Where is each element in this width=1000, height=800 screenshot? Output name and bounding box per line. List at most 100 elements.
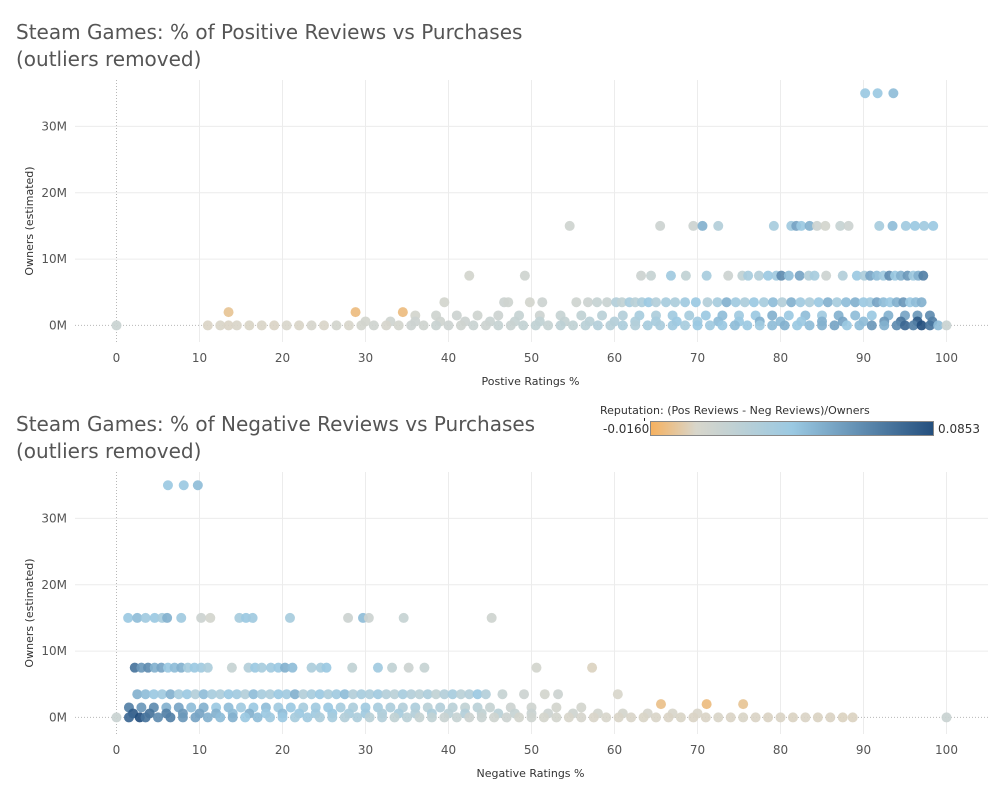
data-point[interactable] xyxy=(592,297,603,308)
data-point[interactable] xyxy=(646,270,657,281)
data-point[interactable] xyxy=(602,297,613,308)
data-point[interactable] xyxy=(439,712,450,723)
data-point[interactable] xyxy=(850,297,861,308)
data-point[interactable] xyxy=(804,320,815,331)
data-point[interactable] xyxy=(252,712,263,723)
data-point[interactable] xyxy=(393,320,404,331)
data-point[interactable] xyxy=(941,320,952,331)
data-point[interactable] xyxy=(140,689,151,700)
data-point[interactable] xyxy=(385,702,396,713)
data-point[interactable] xyxy=(847,712,858,723)
data-point[interactable] xyxy=(289,712,300,723)
data-point[interactable] xyxy=(343,320,354,331)
data-point[interactable] xyxy=(553,689,564,700)
data-point[interactable] xyxy=(675,712,686,723)
data-point[interactable] xyxy=(205,612,216,623)
data-point[interactable] xyxy=(680,297,691,308)
data-point[interactable] xyxy=(768,297,779,308)
data-point[interactable] xyxy=(398,612,409,623)
data-point[interactable] xyxy=(372,662,383,673)
data-point[interactable] xyxy=(841,320,852,331)
data-point[interactable] xyxy=(605,320,616,331)
data-point[interactable] xyxy=(206,689,217,700)
color-legend[interactable]: Reputation: (Pos Reviews - Neg Reviews)/… xyxy=(600,404,990,440)
data-point[interactable] xyxy=(908,320,919,331)
data-point[interactable] xyxy=(402,712,412,723)
data-point[interactable] xyxy=(196,612,207,623)
data-point[interactable] xyxy=(588,712,599,723)
data-point[interactable] xyxy=(236,702,246,713)
data-point[interactable] xyxy=(768,220,779,231)
data-point[interactable] xyxy=(723,270,734,281)
data-point[interactable] xyxy=(866,320,877,331)
data-point[interactable] xyxy=(713,712,724,723)
data-point[interactable] xyxy=(348,689,359,700)
data-point[interactable] xyxy=(306,662,317,673)
data-point[interactable] xyxy=(900,320,910,331)
data-point[interactable] xyxy=(879,320,890,331)
data-point[interactable] xyxy=(240,689,251,700)
data-point[interactable] xyxy=(464,712,475,723)
data-point[interactable] xyxy=(941,712,952,723)
data-point[interactable] xyxy=(298,689,309,700)
data-point[interactable] xyxy=(725,712,736,723)
data-point[interactable] xyxy=(455,320,466,331)
data-point[interactable] xyxy=(422,689,433,700)
data-point[interactable] xyxy=(414,689,425,700)
data-point[interactable] xyxy=(285,702,296,713)
data-point[interactable] xyxy=(812,712,823,723)
data-point[interactable] xyxy=(418,320,429,331)
data-point[interactable] xyxy=(582,297,593,308)
data-point[interactable] xyxy=(223,320,234,331)
data-point[interactable] xyxy=(568,320,578,331)
data-point[interactable] xyxy=(347,662,358,673)
data-point[interactable] xyxy=(302,712,313,723)
data-point[interactable] xyxy=(406,689,417,700)
data-point[interactable] xyxy=(519,270,530,281)
data-point[interactable] xyxy=(364,712,375,723)
data-point[interactable] xyxy=(314,689,325,700)
data-point[interactable] xyxy=(571,297,582,308)
data-point[interactable] xyxy=(356,320,367,331)
data-point[interactable] xyxy=(900,220,911,231)
data-point[interactable] xyxy=(531,662,542,673)
data-point[interactable] xyxy=(783,310,794,321)
data-point[interactable] xyxy=(783,270,794,281)
data-point[interactable] xyxy=(697,220,708,231)
data-point[interactable] xyxy=(704,320,715,331)
data-point[interactable] xyxy=(381,689,392,700)
data-point[interactable] xyxy=(804,220,815,231)
data-point[interactable] xyxy=(247,612,258,623)
data-point[interactable] xyxy=(775,712,786,723)
data-point[interactable] xyxy=(192,480,203,491)
data-point[interactable] xyxy=(933,320,944,331)
data-point[interactable] xyxy=(688,712,699,723)
data-point[interactable] xyxy=(202,712,213,723)
data-point[interactable] xyxy=(651,712,661,723)
data-point[interactable] xyxy=(501,712,512,723)
data-point[interactable] xyxy=(202,662,213,673)
data-point[interactable] xyxy=(539,689,550,700)
data-point[interactable] xyxy=(256,320,267,331)
data-point[interactable] xyxy=(597,310,608,321)
data-point[interactable] xyxy=(592,320,603,331)
data-point[interactable] xyxy=(660,297,671,308)
data-point[interactable] xyxy=(123,612,134,623)
data-point[interactable] xyxy=(132,689,143,700)
data-point[interactable] xyxy=(854,320,865,331)
data-point[interactable] xyxy=(314,712,325,723)
data-point[interactable] xyxy=(831,297,842,308)
data-point[interactable] xyxy=(186,702,197,713)
data-point[interactable] xyxy=(287,662,298,673)
data-point[interactable] xyxy=(636,270,647,281)
data-point[interactable] xyxy=(269,320,280,331)
data-point[interactable] xyxy=(480,320,491,331)
data-point[interactable] xyxy=(231,689,242,700)
data-point[interactable] xyxy=(680,320,691,331)
data-point[interactable] xyxy=(804,297,815,308)
data-point[interactable] xyxy=(162,612,173,623)
data-point[interactable] xyxy=(743,270,754,281)
data-point[interactable] xyxy=(777,297,788,308)
data-point[interactable] xyxy=(350,307,361,318)
data-point[interactable] xyxy=(613,712,624,723)
